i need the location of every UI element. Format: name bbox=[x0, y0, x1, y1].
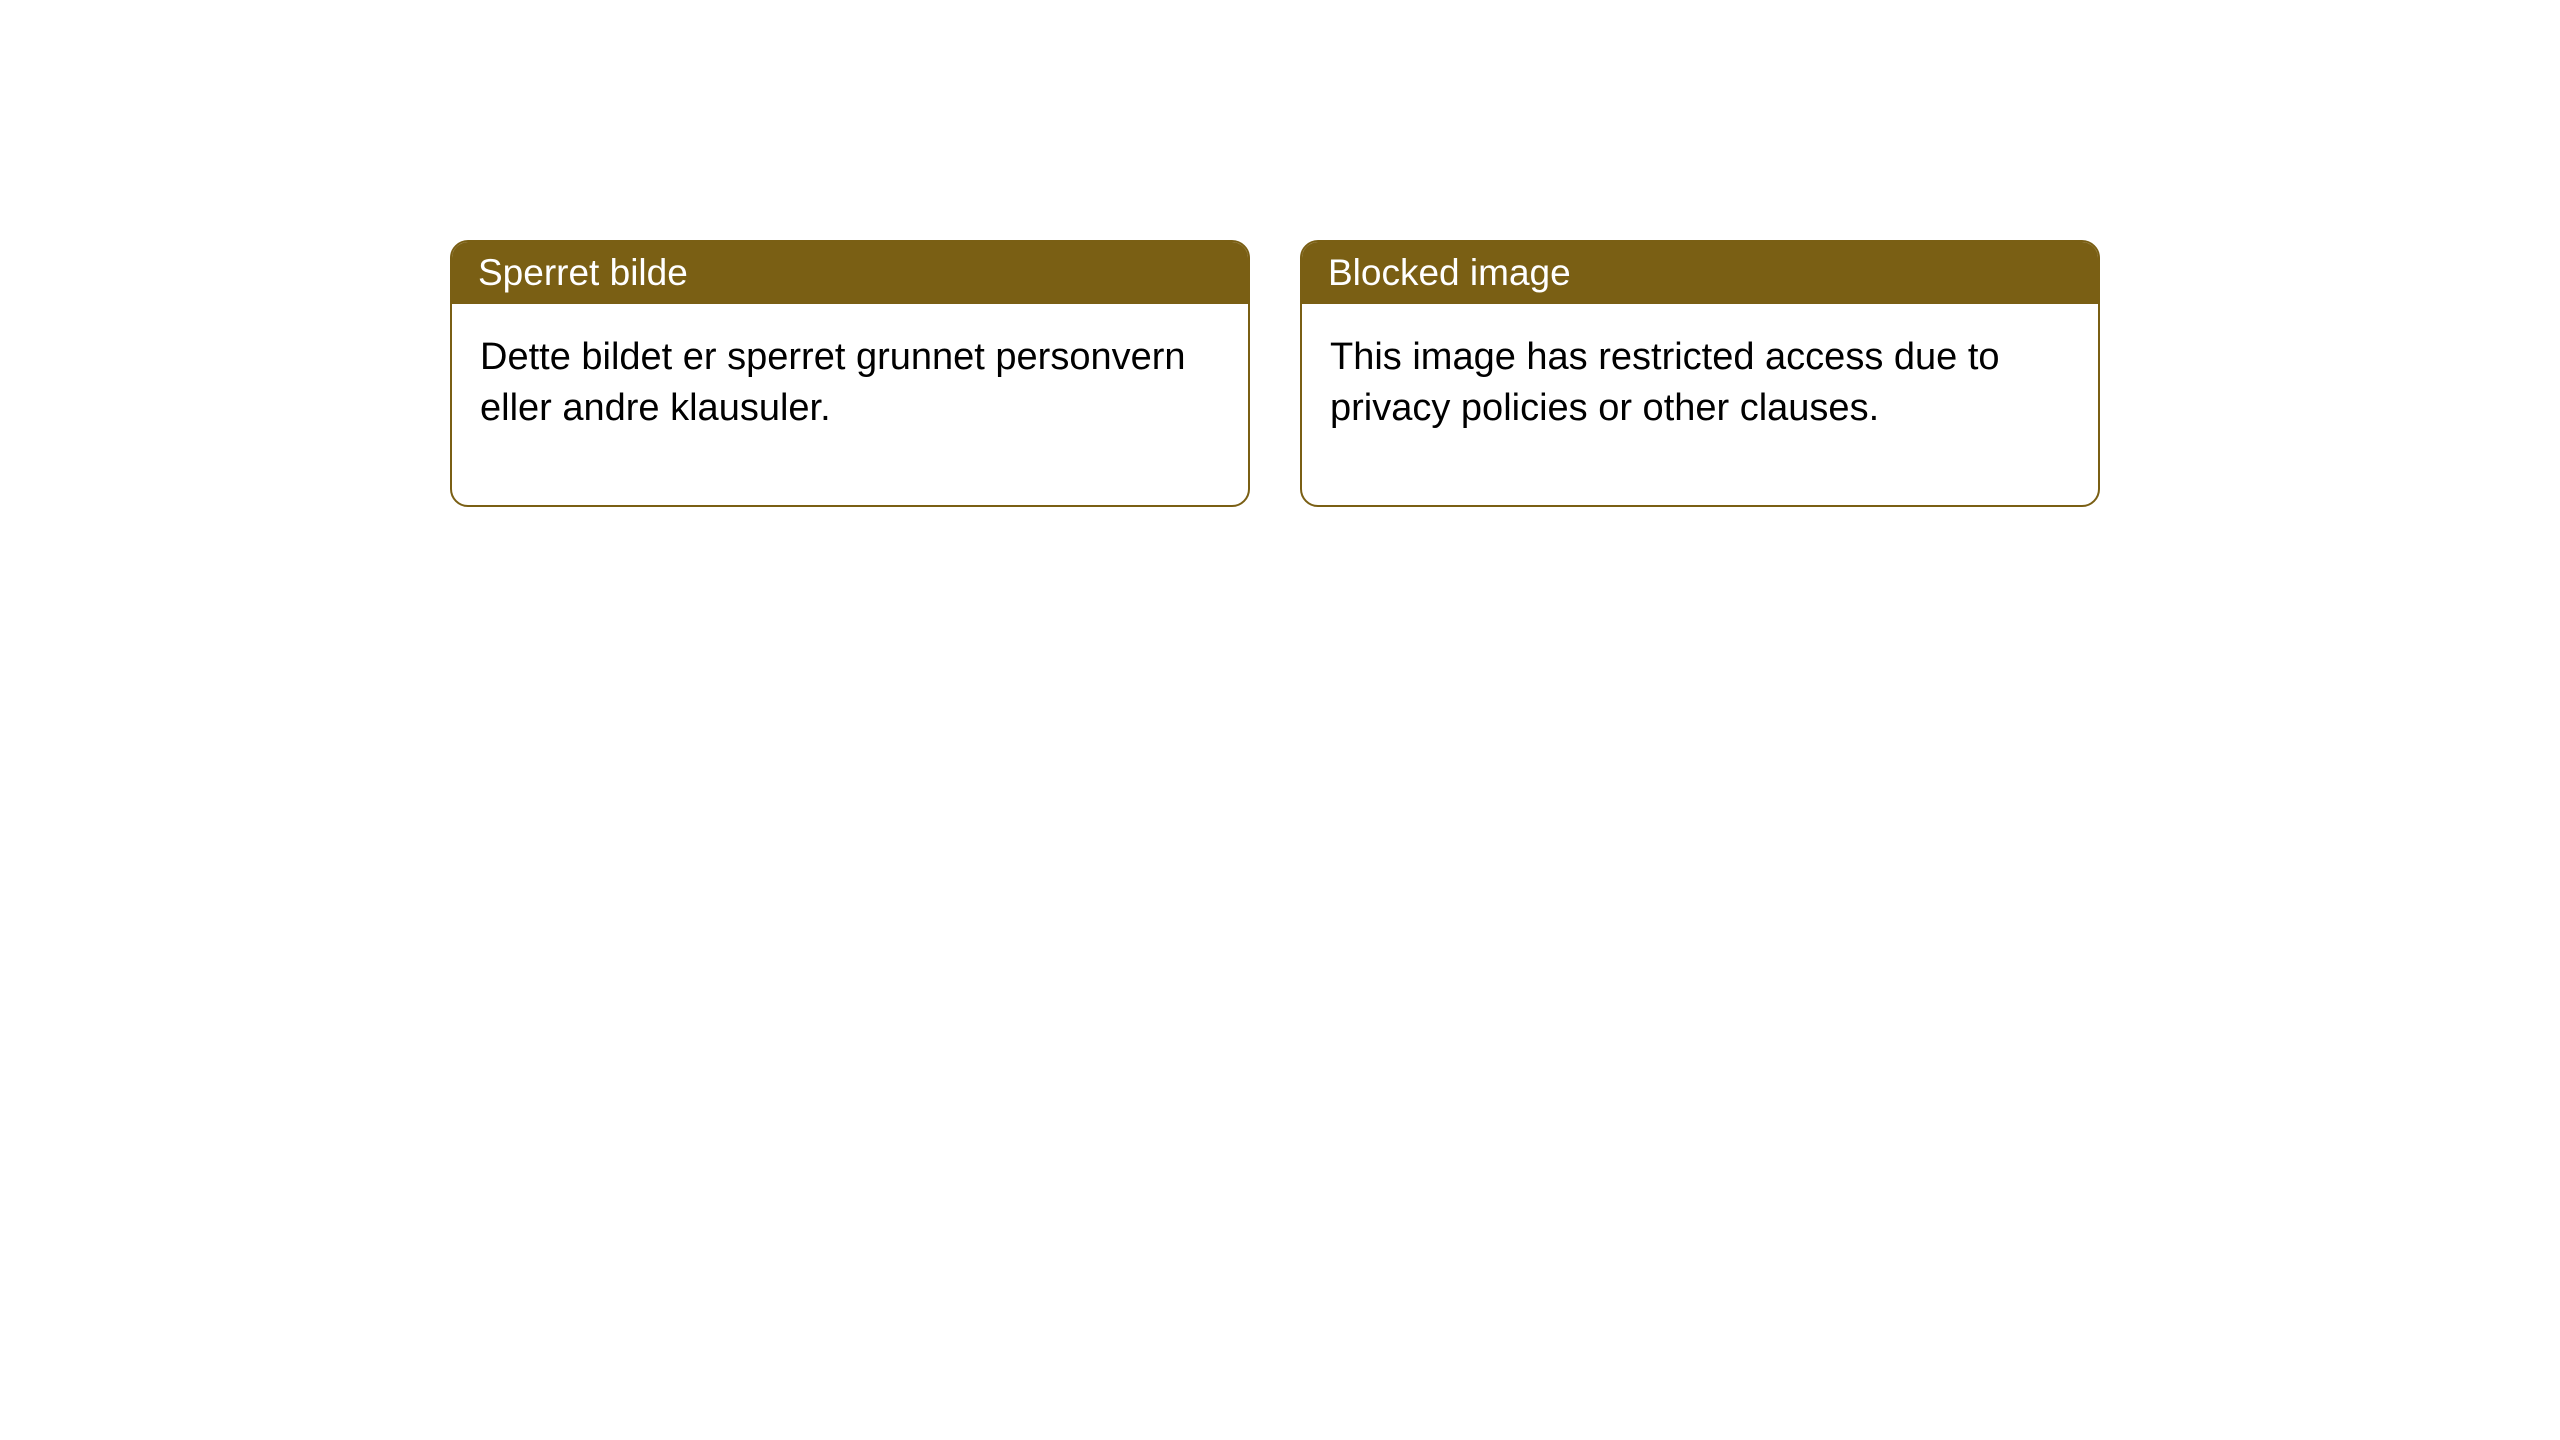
notice-card-english: Blocked image This image has restricted … bbox=[1300, 240, 2100, 507]
notice-card-norwegian: Sperret bilde Dette bildet er sperret gr… bbox=[450, 240, 1250, 507]
notice-header: Sperret bilde bbox=[452, 242, 1248, 304]
notice-header: Blocked image bbox=[1302, 242, 2098, 304]
notice-body: Dette bildet er sperret grunnet personve… bbox=[452, 304, 1248, 505]
notice-container: Sperret bilde Dette bildet er sperret gr… bbox=[450, 240, 2100, 507]
notice-body: This image has restricted access due to … bbox=[1302, 304, 2098, 505]
